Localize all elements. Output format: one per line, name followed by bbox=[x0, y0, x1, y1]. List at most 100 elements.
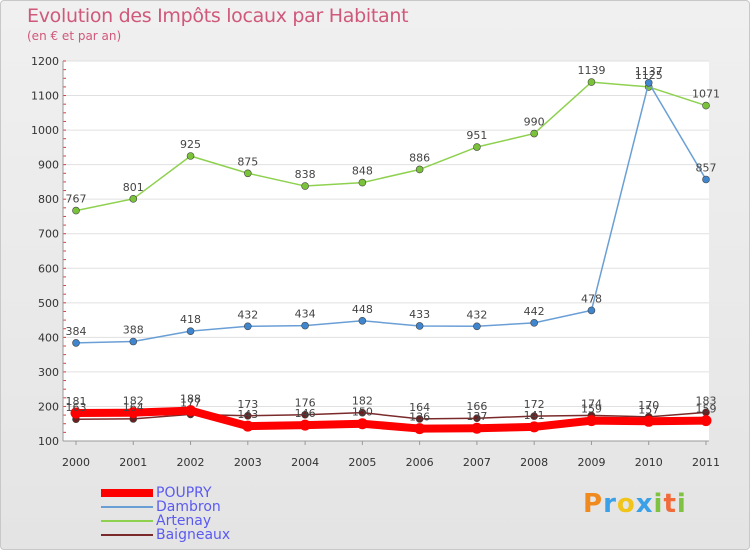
data-label-poupry: 137 bbox=[466, 410, 487, 423]
data-point-poupry bbox=[356, 418, 368, 430]
data-label-dambron: 418 bbox=[180, 313, 201, 326]
data-point-dambron bbox=[186, 327, 195, 335]
series-line-artenay bbox=[75, 81, 707, 212]
data-point-artenay bbox=[129, 195, 138, 203]
y-tick-label: 600 bbox=[38, 262, 59, 275]
proxiti-logo: Proxiti bbox=[583, 489, 687, 519]
y-tick-label: 900 bbox=[38, 159, 59, 172]
data-point-baigneaux bbox=[301, 410, 309, 419]
y-tick-label: 200 bbox=[38, 400, 59, 413]
y-tick-label: 1100 bbox=[31, 90, 59, 103]
y-tick-label: 1000 bbox=[31, 124, 59, 137]
logo-letter: o bbox=[616, 489, 636, 519]
data-label-poupry: 159 bbox=[696, 403, 717, 416]
data-label-dambron: 857 bbox=[696, 161, 717, 174]
data-point-dambron bbox=[644, 78, 653, 87]
data-label-artenay: 767 bbox=[66, 193, 87, 206]
data-point-artenay bbox=[530, 129, 538, 138]
plot-area bbox=[63, 61, 709, 441]
data-point-poupry bbox=[242, 420, 254, 432]
legend-swatch bbox=[101, 520, 153, 522]
x-tick-label: 2004 bbox=[291, 456, 319, 469]
logo-letter: t bbox=[663, 489, 677, 519]
data-label-artenay: 925 bbox=[180, 138, 201, 151]
data-label-artenay: 886 bbox=[409, 151, 430, 164]
data-point-baigneaux bbox=[473, 414, 481, 423]
legend-label: Artenay bbox=[156, 513, 212, 529]
data-label-dambron: 478 bbox=[581, 292, 602, 305]
y-tick-label: 400 bbox=[38, 331, 59, 344]
data-point-dambron bbox=[415, 322, 424, 330]
data-label-dambron: 432 bbox=[237, 308, 258, 321]
x-tick-label: 2007 bbox=[463, 456, 491, 469]
series-line-baigneaux bbox=[75, 411, 707, 420]
data-label-dambron: 432 bbox=[466, 308, 487, 321]
x-tick-label: 2010 bbox=[635, 456, 663, 469]
data-point-poupry bbox=[299, 419, 311, 431]
data-point-poupry bbox=[528, 421, 540, 433]
logo-letter: P bbox=[583, 489, 604, 519]
data-label-dambron: 384 bbox=[66, 325, 87, 338]
data-label-artenay: 848 bbox=[352, 165, 373, 178]
data-label-poupry: 157 bbox=[638, 403, 659, 416]
data-label-artenay: 990 bbox=[524, 116, 545, 129]
data-label-dambron: 442 bbox=[524, 305, 545, 318]
data-label-poupry: 146 bbox=[295, 407, 316, 420]
data-label-poupry: 188 bbox=[180, 393, 201, 406]
data-point-artenay bbox=[702, 101, 710, 110]
logo-letter: i bbox=[653, 489, 664, 519]
data-label-dambron: 1137 bbox=[635, 65, 663, 78]
data-label-artenay: 1071 bbox=[692, 88, 720, 101]
data-point-dambron bbox=[587, 306, 596, 315]
legend-label: Baigneaux bbox=[156, 527, 231, 543]
y-tick-label: 800 bbox=[38, 193, 59, 206]
data-label-baigneaux: 182 bbox=[352, 395, 373, 408]
data-label-artenay: 801 bbox=[123, 181, 144, 194]
data-label-baigneaux: 177 bbox=[180, 396, 201, 409]
axes: 100 200 300 400 500 600 700 800 900 1000 1100 1200 2… bbox=[31, 55, 720, 469]
data-label-poupry: 159 bbox=[581, 403, 602, 416]
logo-letter: r bbox=[603, 489, 617, 519]
data-label-artenay: 875 bbox=[237, 155, 258, 168]
data-point-artenay bbox=[72, 206, 80, 215]
chart-subtitle: (en € et par an) bbox=[27, 29, 122, 43]
y-tick-label: 1200 bbox=[31, 55, 59, 68]
y-tick-label: 300 bbox=[38, 366, 59, 379]
data-label-poupry: 182 bbox=[123, 395, 144, 408]
x-tick-label: 2011 bbox=[692, 456, 720, 469]
x-tick-label: 2003 bbox=[234, 456, 262, 469]
legend-label: Dambron bbox=[156, 499, 221, 515]
x-tick-label: 2005 bbox=[348, 456, 376, 469]
data-label-poupry: 150 bbox=[352, 406, 373, 419]
data-point-dambron bbox=[129, 337, 138, 346]
data-point-poupry bbox=[70, 407, 82, 419]
legend-swatch bbox=[101, 506, 153, 508]
data-label-dambron: 388 bbox=[123, 324, 144, 337]
data-point-baigneaux bbox=[244, 411, 252, 420]
data-point-poupry bbox=[700, 415, 712, 427]
data-point-dambron bbox=[473, 322, 481, 331]
series-lines bbox=[70, 78, 712, 435]
data-label-artenay: 1125 bbox=[635, 69, 663, 82]
data-point-poupry bbox=[471, 422, 483, 434]
series-line-poupry bbox=[72, 406, 710, 433]
data-point-baigneaux bbox=[530, 412, 538, 420]
data-label-baigneaux: 176 bbox=[295, 397, 316, 410]
data-label-poupry: 141 bbox=[524, 409, 545, 422]
data-label-dambron: 434 bbox=[295, 308, 316, 321]
data-label-poupry: 143 bbox=[237, 408, 258, 421]
data-label-baigneaux: 164 bbox=[123, 401, 144, 414]
data-point-baigneaux bbox=[358, 408, 367, 417]
data-label-baigneaux: 166 bbox=[466, 400, 487, 413]
data-label-artenay: 838 bbox=[295, 168, 316, 181]
chart-title: Evolution des Impôts locaux par Habitant bbox=[27, 5, 409, 27]
logo-letter: i bbox=[676, 489, 687, 519]
x-tick-label: 2001 bbox=[119, 456, 147, 469]
data-point-artenay bbox=[186, 152, 195, 160]
data-point-dambron bbox=[358, 316, 367, 325]
legend-swatch bbox=[101, 534, 153, 536]
data-label-baigneaux: 164 bbox=[409, 401, 430, 414]
data-label-baigneaux: 173 bbox=[237, 398, 258, 411]
